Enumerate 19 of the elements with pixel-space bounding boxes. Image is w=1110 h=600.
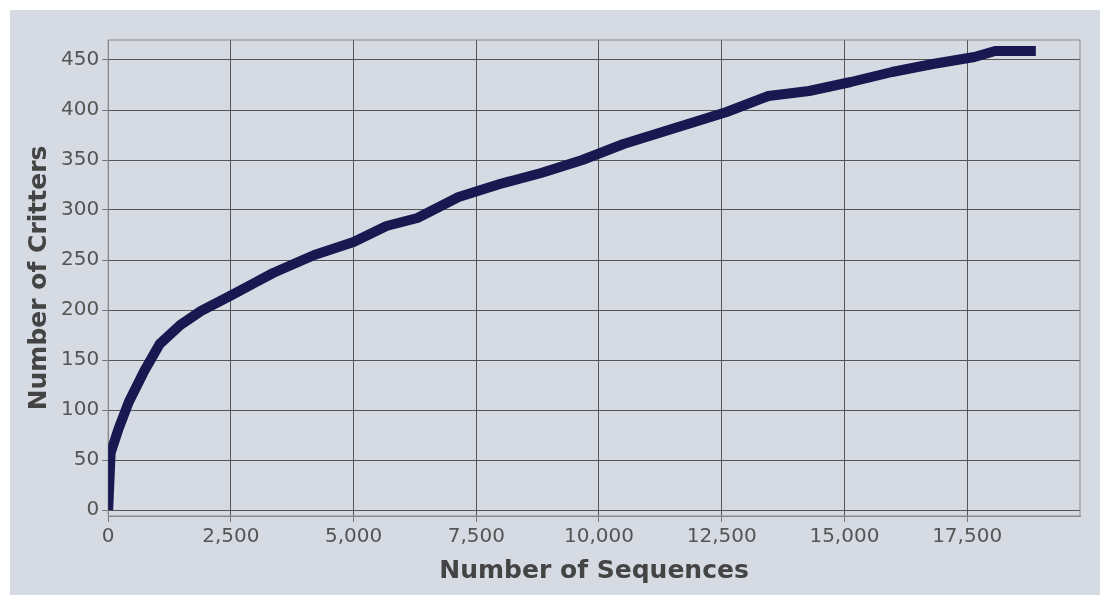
y-tick-label: 100 — [60, 396, 100, 421]
y-tick-label: 0 — [86, 496, 100, 521]
y-tick-label: 200 — [60, 296, 100, 321]
y-tick-label: 150 — [60, 346, 100, 371]
y-tick-label: 450 — [60, 46, 100, 71]
x-tick-label: 15,000 — [809, 523, 880, 548]
x-tick-label: 17,500 — [932, 523, 1003, 548]
y-tick-label: 250 — [60, 246, 100, 271]
y-tick-label: 50 — [73, 446, 100, 471]
y-tick-label: 300 — [60, 196, 100, 221]
x-tick-label: 10,000 — [564, 523, 634, 548]
x-tick-label: 12,500 — [686, 523, 757, 548]
y-tick-label: 350 — [60, 146, 100, 171]
x-axis-title: Number of Sequences — [439, 554, 749, 584]
x-tick-label: 7,500 — [447, 523, 505, 548]
x-tick-label: 5,000 — [324, 523, 383, 548]
y-tick-label: 400 — [60, 96, 100, 121]
x-tick-label: 2,500 — [202, 523, 260, 548]
y-axis-title: Number of Critters — [22, 145, 52, 411]
